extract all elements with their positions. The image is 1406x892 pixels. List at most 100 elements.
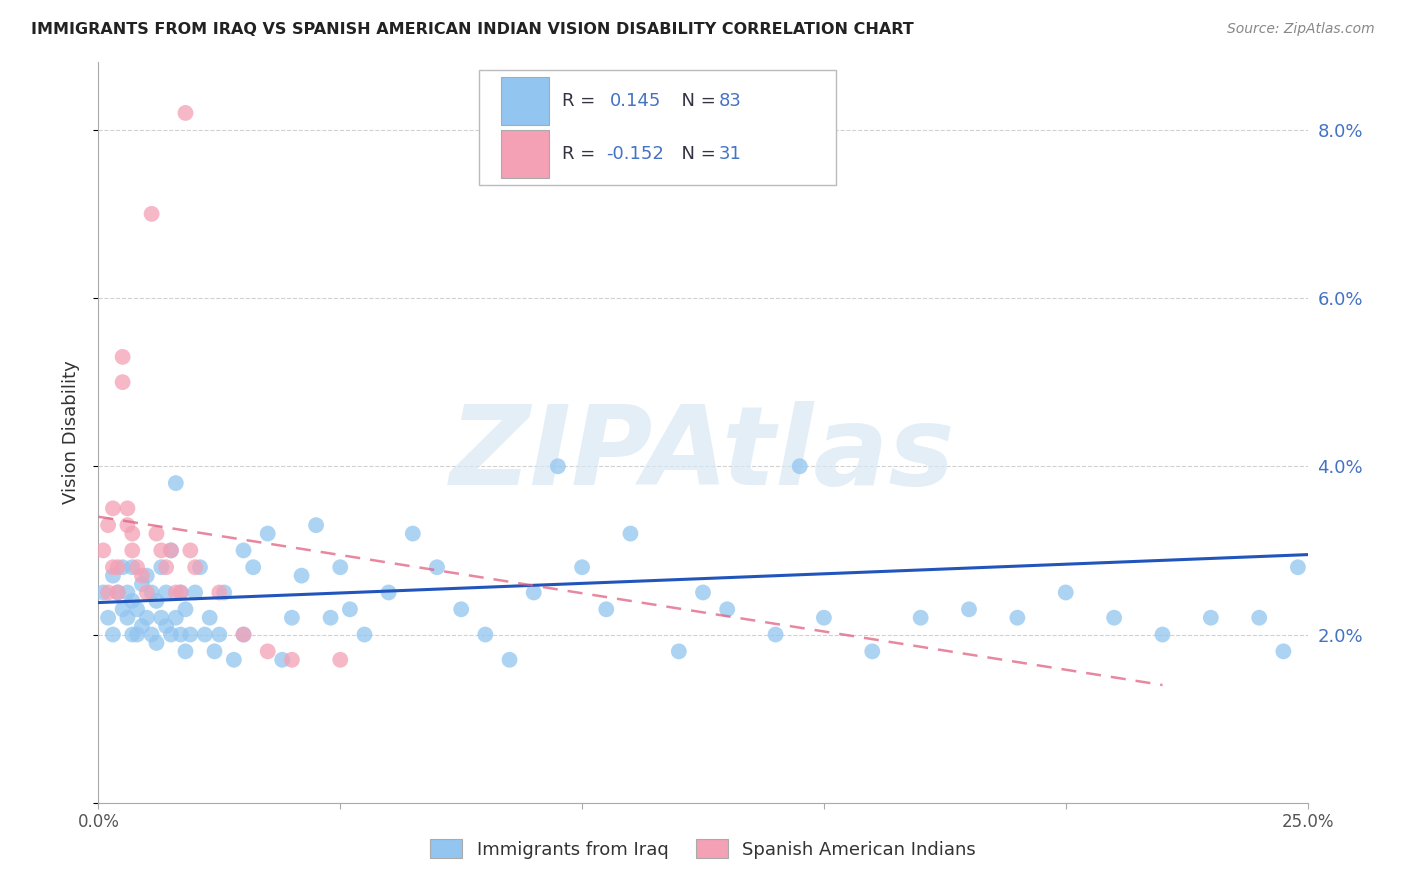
Point <box>150 543 173 558</box>
Point <box>155 619 177 633</box>
Point <box>145 594 167 608</box>
Text: 83: 83 <box>718 92 741 110</box>
Point <box>571 560 593 574</box>
Point <box>101 501 124 516</box>
Point <box>174 644 197 658</box>
Point <box>595 602 617 616</box>
Point <box>131 568 153 582</box>
Point <box>319 610 342 624</box>
Point <box>135 585 157 599</box>
Point <box>169 585 191 599</box>
Point <box>212 585 235 599</box>
Point <box>145 526 167 541</box>
Text: -0.152: -0.152 <box>606 145 664 162</box>
Point <box>107 585 129 599</box>
Text: IMMIGRANTS FROM IRAQ VS SPANISH AMERICAN INDIAN VISION DISABILITY CORRELATION CH: IMMIGRANTS FROM IRAQ VS SPANISH AMERICAN… <box>31 22 914 37</box>
Point <box>1272 644 1295 658</box>
Point <box>101 568 124 582</box>
Point <box>194 627 217 641</box>
Text: 31: 31 <box>718 145 741 162</box>
Point <box>232 627 254 641</box>
Point <box>131 577 153 591</box>
Point <box>150 560 173 574</box>
Point <box>1199 610 1222 624</box>
Point <box>450 602 472 616</box>
Point <box>179 543 201 558</box>
Point <box>155 585 177 599</box>
Text: R =: R = <box>561 92 606 110</box>
Point <box>127 560 149 574</box>
FancyBboxPatch shape <box>479 70 837 185</box>
Point <box>121 560 143 574</box>
Text: ZIPAtlas: ZIPAtlas <box>450 401 956 508</box>
Point <box>174 106 197 120</box>
Point <box>619 526 641 541</box>
Point <box>174 602 197 616</box>
Point <box>111 602 134 616</box>
Point <box>131 619 153 633</box>
Point <box>97 610 120 624</box>
Point <box>1054 585 1077 599</box>
Point <box>107 560 129 574</box>
Point <box>377 585 399 599</box>
Point <box>121 526 143 541</box>
Point <box>523 585 546 599</box>
Point <box>232 627 254 641</box>
Point <box>117 585 139 599</box>
Point <box>232 543 254 558</box>
Point <box>402 526 425 541</box>
Point <box>860 644 883 658</box>
Point <box>97 518 120 533</box>
Point <box>329 653 352 667</box>
Text: 0.145: 0.145 <box>610 92 661 110</box>
Point <box>716 602 738 616</box>
Point <box>789 459 811 474</box>
Text: Source: ZipAtlas.com: Source: ZipAtlas.com <box>1227 22 1375 37</box>
Point <box>305 518 328 533</box>
Point <box>111 560 134 574</box>
Point <box>910 610 932 624</box>
Point <box>222 653 245 667</box>
Point <box>141 207 163 221</box>
Point <box>692 585 714 599</box>
Point <box>290 568 312 582</box>
Point <box>135 610 157 624</box>
Point <box>160 543 183 558</box>
Point <box>208 627 231 641</box>
Text: N =: N = <box>671 145 721 162</box>
Point <box>188 560 211 574</box>
Point <box>184 560 207 574</box>
Point <box>121 594 143 608</box>
Point <box>160 543 183 558</box>
Point <box>141 627 163 641</box>
Point <box>160 627 183 641</box>
Point <box>169 585 191 599</box>
Point <box>242 560 264 574</box>
Point <box>281 610 304 624</box>
Point <box>1152 627 1174 641</box>
Point <box>281 653 304 667</box>
Point <box>1249 610 1271 624</box>
Point <box>204 644 226 658</box>
Point <box>339 602 361 616</box>
Point <box>165 610 187 624</box>
Point <box>256 526 278 541</box>
Text: N =: N = <box>671 92 721 110</box>
Point <box>97 585 120 599</box>
Point <box>127 602 149 616</box>
Point <box>127 627 149 641</box>
Point <box>547 459 569 474</box>
Point <box>256 644 278 658</box>
Point <box>107 585 129 599</box>
Point <box>145 636 167 650</box>
Point <box>169 627 191 641</box>
Point <box>141 585 163 599</box>
Point <box>91 585 114 599</box>
Point <box>426 560 449 574</box>
Point <box>957 602 980 616</box>
Point <box>329 560 352 574</box>
Point <box>353 627 375 641</box>
Point <box>165 585 187 599</box>
Text: R =: R = <box>561 145 600 162</box>
Point <box>765 627 787 641</box>
